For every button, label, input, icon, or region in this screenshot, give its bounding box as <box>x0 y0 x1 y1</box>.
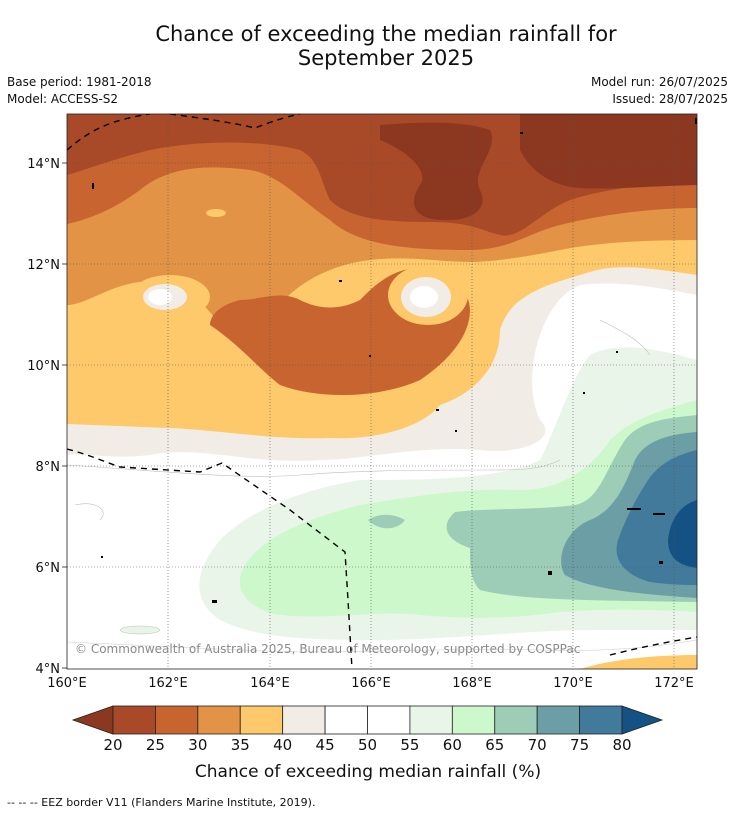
x-tick-label: 160°E <box>47 676 87 691</box>
colorbar-label: 75 <box>570 736 590 754</box>
corner-yellow <box>580 655 697 669</box>
contour-line-1 <box>74 319 651 521</box>
colorbar-label: 30 <box>188 736 208 754</box>
model-text: Model: ACCESS-S2 <box>7 92 119 106</box>
title-line-2: September 2025 <box>297 46 475 70</box>
copyright-text: © Commonwealth of Australia 2025, Bureau… <box>75 642 580 656</box>
y-tick-label: 4°N <box>36 662 61 677</box>
graticule <box>67 114 697 669</box>
x-tick-label: 170°E <box>553 676 593 691</box>
y-tick-label: 10°N <box>27 359 60 374</box>
meta-right: Model run: 26/07/2025 Issued: 28/07/2025 <box>591 74 728 108</box>
colorbar-cell <box>239 705 284 735</box>
colorbar-label: 55 <box>400 736 420 754</box>
speck-yellow <box>206 209 226 217</box>
colorbar <box>71 705 664 735</box>
colorbar-cell <box>451 705 496 735</box>
eez-border-central <box>67 448 353 669</box>
rainfall-field: © Commonwealth of Australia 2025, Bureau… <box>67 114 697 669</box>
band-above-80 <box>668 500 697 568</box>
colorbar-label: 40 <box>273 736 293 754</box>
colorbar-label: 60 <box>442 736 462 754</box>
issued-text: Issued: 28/07/2025 <box>612 92 728 106</box>
bubble-white-east <box>410 286 438 308</box>
eez-border-northwest <box>67 114 301 151</box>
colorbar-cell <box>324 705 368 735</box>
colorbar-high-extend <box>621 705 664 735</box>
colorbar-low-extend <box>71 705 114 735</box>
colorbar-cell <box>112 705 156 735</box>
y-tick-label: 8°N <box>36 460 61 475</box>
colorbar-cell <box>494 705 538 735</box>
eez-footnote: -- -- -- EEZ border V11 (Flanders Marine… <box>7 796 316 809</box>
colorbar-label: 50 <box>357 736 378 754</box>
x-tick-labels: 160°E 162°E 164°E 166°E 168°E 170°E 172°… <box>47 676 694 691</box>
colorbar-label: 45 <box>315 736 335 754</box>
colorbar-cells <box>112 705 623 735</box>
colorbar-cell <box>409 705 453 735</box>
band-below-20 <box>380 114 697 221</box>
contour-line-3 <box>67 639 697 653</box>
x-tick-label: 166°E <box>351 676 391 691</box>
colorbar-cell <box>367 705 411 735</box>
colorbar-label: 35 <box>230 736 250 754</box>
colorbar-label: 80 <box>612 736 632 754</box>
y-ticks <box>62 162 67 669</box>
colorbar-label: 70 <box>527 736 547 754</box>
colorbar-cell <box>536 705 580 735</box>
colorbar-label: 20 <box>103 736 123 754</box>
colorbar-label: 25 <box>145 736 165 754</box>
model-run-text: Model run: 26/07/2025 <box>590 75 728 89</box>
island-marks <box>92 118 697 603</box>
y-tick-labels: 14°N 12°N 10°N 8°N 6°N 4°N <box>27 157 60 677</box>
colorbar-cell <box>197 705 241 735</box>
y-tick-label: 14°N <box>27 157 60 172</box>
base-period-text: Base period: 1981-2018 <box>7 75 152 89</box>
bubble-white-west <box>148 289 172 305</box>
x-tick-label: 172°E <box>654 676 694 691</box>
eez-border-southeast <box>609 636 697 656</box>
map-title: Chance of exceeding the median rainfall … <box>0 22 736 70</box>
plot-frame <box>66 113 698 670</box>
contour-blob <box>119 625 161 635</box>
colorbar-cell <box>155 705 199 735</box>
y-tick-label: 6°N <box>36 561 61 576</box>
contour-line-2 <box>67 459 561 477</box>
colorbar-label: 65 <box>485 736 505 754</box>
y-tick-label: 12°N <box>27 258 60 273</box>
x-tick-label: 164°E <box>250 676 290 691</box>
colorbar-title: Chance of exceeding median rainfall (%) <box>194 762 542 782</box>
colorbar-cell <box>579 705 623 735</box>
colorbar-cell <box>282 705 326 735</box>
x-tick-label: 168°E <box>452 676 492 691</box>
x-tick-label: 162°E <box>148 676 188 691</box>
title-line-1: Chance of exceeding the median rainfall … <box>155 22 617 46</box>
meta-left: Base period: 1981-2018 Model: ACCESS-S2 <box>7 74 152 108</box>
colorbar-labels: 20 25 30 35 40 45 50 55 60 65 70 75 80 <box>0 736 736 756</box>
